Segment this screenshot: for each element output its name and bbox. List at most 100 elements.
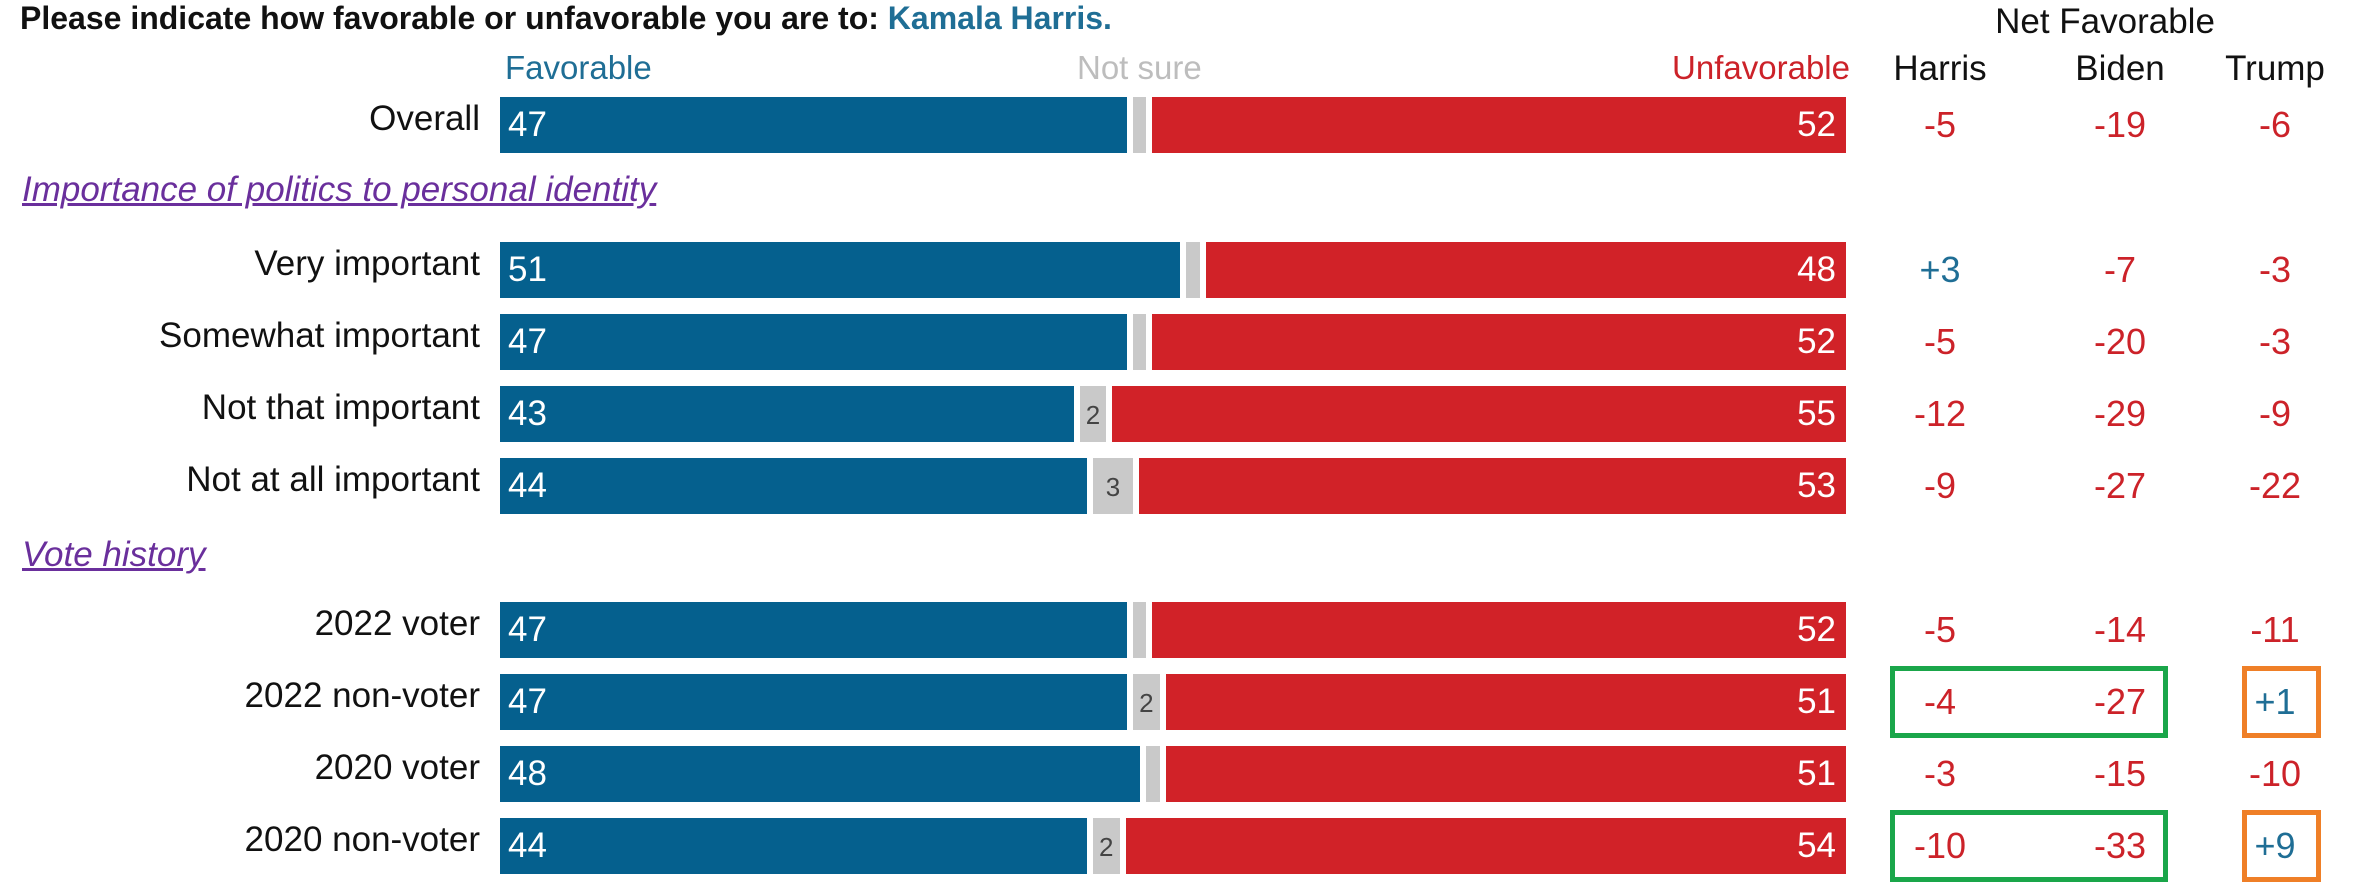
section-vote-history: Vote history bbox=[22, 535, 206, 574]
net-biden-value: -33 bbox=[2093, 825, 2147, 866]
net-biden-value: -20 bbox=[2093, 321, 2147, 362]
not-sure-value: 2 bbox=[1099, 832, 1114, 862]
favorable-bar bbox=[500, 242, 1181, 298]
question-prefix: Please indicate how favorable or unfavor… bbox=[20, 0, 879, 36]
net-trump-value: +9 bbox=[2254, 825, 2296, 866]
net-harris-value: +3 bbox=[1919, 249, 1961, 290]
net-biden-value: -15 bbox=[2093, 753, 2147, 794]
net-trump-value: -9 bbox=[2258, 393, 2291, 434]
net-biden-value: -7 bbox=[2103, 249, 2136, 290]
net-trump-value: -3 bbox=[2258, 321, 2291, 362]
favorable-value: 44 bbox=[508, 466, 547, 505]
favorable-value: 47 bbox=[508, 610, 547, 649]
net-harris-value: -10 bbox=[1913, 825, 1967, 866]
unfavorable-bar bbox=[1165, 674, 1846, 730]
row-label-not-that-important: Not that important bbox=[201, 388, 480, 427]
unfavorable-bar bbox=[1152, 602, 1846, 658]
net-harris-value: -9 bbox=[1923, 465, 1956, 506]
row-label-2020-voter: 2020 voter bbox=[314, 748, 480, 787]
net-biden-value: -14 bbox=[2093, 609, 2147, 650]
not-sure-bar bbox=[1146, 746, 1160, 802]
favorable-bar bbox=[500, 386, 1074, 442]
net-biden-value: -19 bbox=[2093, 104, 2147, 145]
not-sure-bar bbox=[1132, 314, 1147, 370]
highlight-box-trump bbox=[2242, 666, 2321, 738]
not-sure-value: 2 bbox=[1139, 688, 1154, 718]
not-sure-value: 3 bbox=[1105, 472, 1121, 502]
favorable-header: Favorable bbox=[505, 49, 652, 86]
highlight-box-harris-biden bbox=[1890, 810, 2168, 882]
not-sure-bar bbox=[1132, 97, 1147, 153]
net-harris-value: -4 bbox=[1923, 681, 1956, 722]
favorable-bar bbox=[500, 746, 1141, 802]
net-harris-value: -5 bbox=[1923, 609, 1956, 650]
unfavorable-bar bbox=[1112, 386, 1846, 442]
unfavorable-value: 51 bbox=[1797, 682, 1836, 721]
favorable-bar bbox=[500, 818, 1087, 874]
net-trump-value: -11 bbox=[2250, 609, 2300, 650]
net-col-trump: Trump bbox=[2225, 49, 2325, 88]
unfavorable-bar bbox=[1138, 458, 1846, 514]
unfavorable-value: 52 bbox=[1797, 105, 1836, 144]
net-favorable-header: Net Favorable bbox=[1995, 2, 2215, 41]
net-harris-value: -5 bbox=[1923, 104, 1956, 145]
favorable-value: 43 bbox=[508, 394, 547, 433]
unfavorable-header: Unfavorable bbox=[1672, 49, 1850, 86]
net-harris-value: -12 bbox=[1913, 393, 1967, 434]
net-biden-value: -27 bbox=[2093, 465, 2147, 506]
question-subject: Kamala Harris. bbox=[887, 0, 1112, 36]
row-label-2022-non-voter: 2022 non-voter bbox=[244, 676, 480, 715]
favorable-bar bbox=[500, 674, 1127, 730]
net-harris-value: -5 bbox=[1923, 321, 1956, 362]
highlight-box-harris-biden bbox=[1890, 666, 2168, 738]
net-harris-value: -3 bbox=[1923, 753, 1956, 794]
unfavorable-bar bbox=[1165, 746, 1846, 802]
not-sure-bar bbox=[1092, 458, 1133, 514]
favorable-value: 48 bbox=[508, 754, 547, 793]
not-sure-header: Not sure bbox=[1077, 49, 1202, 86]
unfavorable-bar bbox=[1205, 242, 1846, 298]
unfavorable-value: 52 bbox=[1797, 322, 1836, 361]
net-col-harris: Harris bbox=[1893, 49, 1987, 88]
net-trump-value: -6 bbox=[2258, 104, 2291, 145]
question-title: Please indicate how favorable or unfavor… bbox=[20, 0, 1112, 37]
net-biden-value: -29 bbox=[2093, 393, 2147, 434]
unfavorable-value: 53 bbox=[1797, 466, 1836, 505]
not-sure-bar bbox=[1186, 242, 1200, 298]
unfavorable-value: 51 bbox=[1797, 754, 1836, 793]
favorable-value: 47 bbox=[508, 105, 547, 144]
unfavorable-bar bbox=[1152, 314, 1846, 370]
row-label-2022-voter: 2022 voter bbox=[314, 604, 480, 643]
unfavorable-bar bbox=[1152, 97, 1846, 153]
favorable-bar bbox=[500, 314, 1127, 370]
not-sure-bar bbox=[1079, 386, 1107, 442]
net-trump-value: -22 bbox=[2248, 465, 2302, 506]
net-trump-value: +1 bbox=[2254, 681, 2296, 722]
favorable-value: 47 bbox=[508, 682, 547, 721]
row-label-overall: Overall bbox=[369, 99, 480, 138]
row-label-very-important: Very important bbox=[254, 244, 480, 283]
favorable-bar bbox=[500, 97, 1127, 153]
net-trump-value: -10 bbox=[2248, 753, 2302, 794]
favorable-value: 44 bbox=[508, 826, 547, 865]
not-sure-bar bbox=[1132, 602, 1147, 658]
section-identity: Importance of politics to personal ident… bbox=[22, 170, 657, 209]
net-col-biden: Biden bbox=[2075, 49, 2165, 88]
favorable-bar bbox=[500, 458, 1087, 514]
not-sure-bar bbox=[1132, 674, 1160, 730]
unfavorable-value: 48 bbox=[1797, 250, 1836, 289]
favorable-value: 47 bbox=[508, 322, 547, 361]
row-label-somewhat-important: Somewhat important bbox=[159, 316, 480, 355]
unfavorable-value: 52 bbox=[1797, 610, 1836, 649]
unfavorable-bar bbox=[1125, 818, 1846, 874]
net-trump-value: -3 bbox=[2258, 249, 2291, 290]
net-biden-value: -27 bbox=[2093, 681, 2147, 722]
unfavorable-value: 55 bbox=[1797, 394, 1836, 433]
not-sure-bar bbox=[1092, 818, 1120, 874]
not-sure-value: 2 bbox=[1085, 400, 1101, 430]
favorable-bar bbox=[500, 602, 1127, 658]
row-label-2020-non-voter: 2020 non-voter bbox=[244, 820, 480, 859]
favorable-value: 51 bbox=[508, 250, 547, 289]
unfavorable-value: 54 bbox=[1797, 826, 1836, 865]
highlight-box-trump bbox=[2242, 810, 2321, 882]
